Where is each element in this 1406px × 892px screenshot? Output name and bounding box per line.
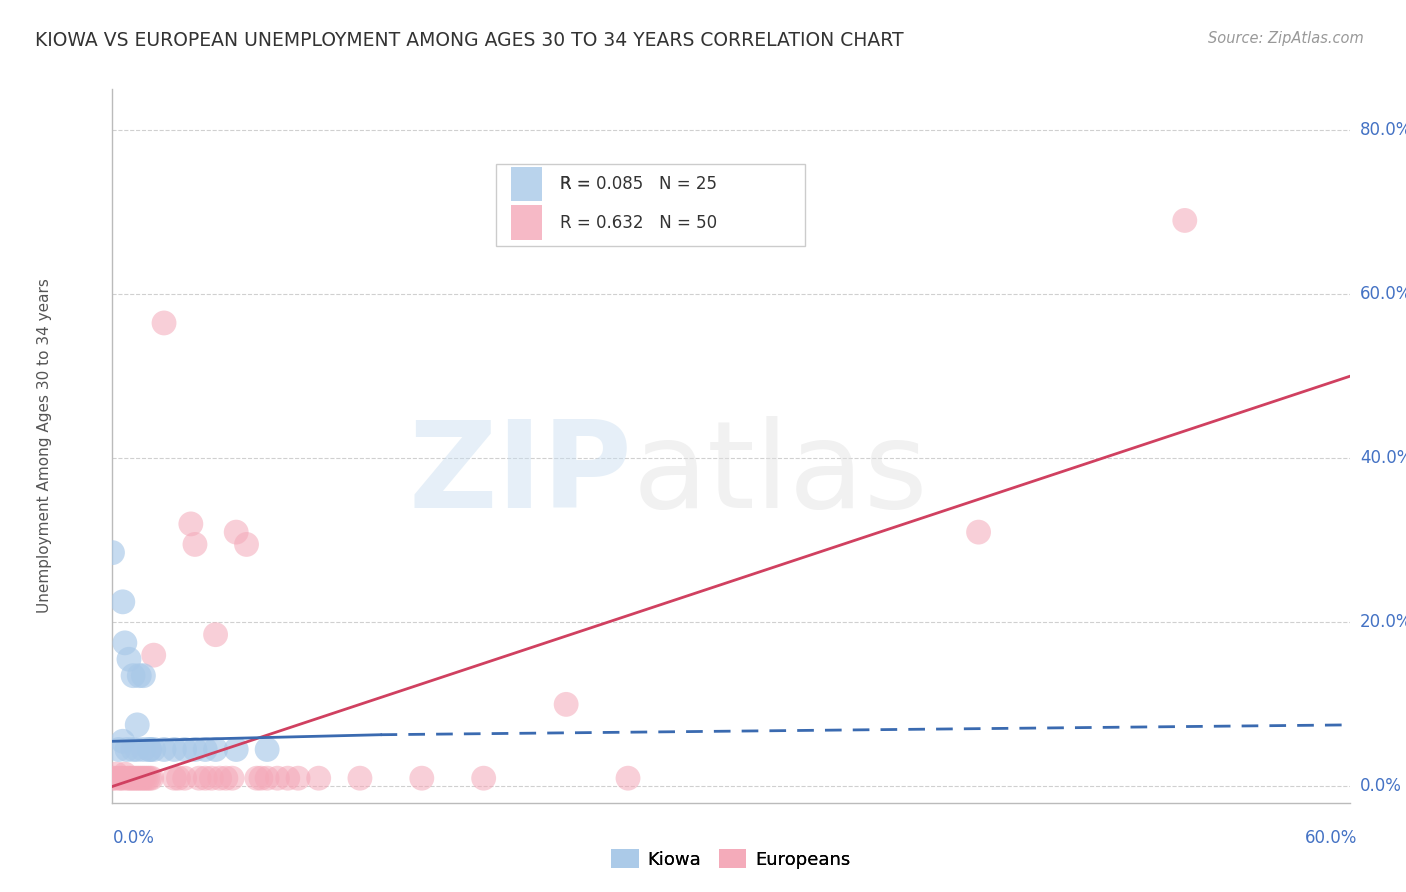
Point <box>277 771 299 785</box>
Point <box>103 771 125 785</box>
Point <box>967 525 990 540</box>
Point <box>132 742 155 756</box>
Point <box>120 771 142 785</box>
Point <box>225 525 247 540</box>
Text: 0.0%: 0.0% <box>112 829 155 847</box>
Point <box>472 771 495 785</box>
Point <box>131 771 153 785</box>
Point <box>200 771 222 785</box>
Point <box>153 742 176 756</box>
Text: R = 0.085   N = 25: R = 0.085 N = 25 <box>561 175 717 193</box>
Point <box>266 771 288 785</box>
Point <box>225 742 247 756</box>
Point <box>204 627 226 641</box>
Point <box>308 771 330 785</box>
Text: 60.0%: 60.0% <box>1360 285 1406 303</box>
Point <box>118 652 141 666</box>
Point <box>107 742 129 756</box>
Point <box>617 771 640 785</box>
Point <box>115 742 138 756</box>
Point <box>124 771 146 785</box>
Point <box>110 771 132 785</box>
Text: ZIP: ZIP <box>408 416 633 533</box>
Point <box>111 734 134 748</box>
Point <box>111 595 134 609</box>
Text: R = 0.632   N = 50: R = 0.632 N = 50 <box>561 213 717 232</box>
Text: 60.0%: 60.0% <box>1305 829 1357 847</box>
Point <box>107 771 129 785</box>
Point <box>136 771 159 785</box>
Point <box>127 771 149 785</box>
Text: 20.0%: 20.0% <box>1360 614 1406 632</box>
Point <box>118 771 141 785</box>
Point <box>256 742 278 756</box>
Point <box>215 771 238 785</box>
Point <box>246 771 269 785</box>
Point <box>167 771 190 785</box>
Point <box>138 771 160 785</box>
Point <box>122 742 145 756</box>
Text: 0.0%: 0.0% <box>1360 778 1402 796</box>
Point <box>111 771 134 785</box>
Text: KIOWA VS EUROPEAN UNEMPLOYMENT AMONG AGES 30 TO 34 YEARS CORRELATION CHART: KIOWA VS EUROPEAN UNEMPLOYMENT AMONG AGE… <box>35 31 904 50</box>
Point <box>173 742 195 756</box>
Point <box>349 771 371 785</box>
Point <box>105 767 128 781</box>
Point <box>142 742 165 756</box>
Point <box>127 742 149 756</box>
Point <box>204 742 226 756</box>
Text: R =: R = <box>561 175 596 193</box>
Point <box>122 668 145 682</box>
Point <box>153 316 176 330</box>
Point <box>188 771 211 785</box>
Legend: Kiowa, Europeans: Kiowa, Europeans <box>605 842 858 876</box>
Point <box>173 771 195 785</box>
Point <box>128 771 150 785</box>
Text: atlas: atlas <box>633 416 928 533</box>
Point <box>208 771 231 785</box>
Point <box>132 771 155 785</box>
Point <box>194 771 217 785</box>
Point <box>127 718 149 732</box>
Point <box>221 771 243 785</box>
Point <box>163 771 186 785</box>
Point <box>287 771 309 785</box>
Text: 80.0%: 80.0% <box>1360 121 1406 139</box>
Point <box>134 771 156 785</box>
Point <box>194 742 217 756</box>
Point <box>184 742 207 756</box>
Text: 40.0%: 40.0% <box>1360 450 1406 467</box>
Point <box>250 771 273 785</box>
Point <box>101 771 124 785</box>
Point <box>138 742 160 756</box>
Point <box>180 516 202 531</box>
Bar <box>510 167 541 201</box>
Point <box>128 668 150 682</box>
Point <box>163 742 186 756</box>
Point <box>114 636 136 650</box>
Point <box>235 537 257 551</box>
Text: Source: ZipAtlas.com: Source: ZipAtlas.com <box>1208 31 1364 46</box>
Point <box>184 537 207 551</box>
Point <box>411 771 433 785</box>
Point <box>1174 213 1197 227</box>
Point <box>115 771 138 785</box>
Point <box>256 771 278 785</box>
Point <box>122 771 145 785</box>
Point <box>141 771 163 785</box>
Point <box>138 742 160 756</box>
Point <box>101 546 124 560</box>
Bar <box>510 205 541 240</box>
Text: Unemployment Among Ages 30 to 34 years: Unemployment Among Ages 30 to 34 years <box>37 278 52 614</box>
Point <box>132 668 155 682</box>
Bar <box>496 164 806 246</box>
Point <box>555 698 578 712</box>
Point <box>114 767 136 781</box>
Point <box>142 648 165 662</box>
